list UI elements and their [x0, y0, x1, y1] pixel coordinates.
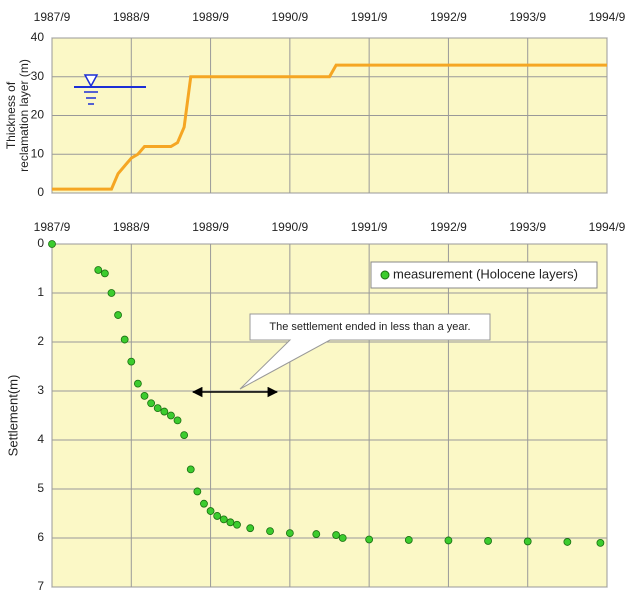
data-point — [186, 465, 195, 474]
water-level-symbol — [74, 74, 146, 105]
data-point — [246, 524, 255, 533]
y-tick-label: 5 — [37, 481, 44, 495]
x-tick-label: 1992/9 — [430, 220, 467, 234]
annotation: The settlement ended in less than a year… — [269, 321, 470, 333]
data-point — [596, 539, 605, 547]
data-point — [213, 512, 222, 520]
data-point — [266, 527, 274, 536]
y-axis-label: reclamation layer (m) — [17, 59, 31, 172]
data-point — [200, 499, 208, 508]
x-tick-label: 1991/9 — [351, 10, 388, 24]
x-tick-label: 1993/9 — [509, 220, 546, 234]
legend-box — [370, 261, 598, 289]
data-point — [167, 411, 175, 420]
data-point — [180, 431, 189, 440]
x-tick-label: 1987/9 — [34, 10, 71, 24]
y-tick-label: 40 — [31, 30, 45, 44]
data-point — [140, 391, 149, 400]
y-axis-label: Thickness of — [4, 81, 18, 149]
y-tick-label: 4 — [37, 432, 44, 446]
y-tick-label: 30 — [31, 69, 45, 83]
water-triangle — [83, 74, 99, 88]
data-point — [484, 537, 492, 545]
data-point — [193, 487, 202, 496]
data-point — [444, 536, 453, 545]
x-tick-label: 1989/9 — [192, 220, 229, 234]
x-tick-label: 1991/9 — [351, 220, 388, 234]
data-point — [127, 357, 136, 366]
data-point — [365, 535, 374, 544]
y-tick-label: 3 — [37, 383, 44, 397]
data-point — [153, 404, 162, 413]
y-tick-label: 6 — [37, 530, 44, 544]
data-point — [523, 537, 532, 546]
data-point — [147, 399, 156, 408]
data-point — [563, 538, 572, 546]
data-point — [219, 515, 228, 524]
data-point — [404, 536, 413, 544]
data-point — [107, 289, 116, 297]
data-point — [312, 530, 321, 538]
data-point — [206, 507, 215, 515]
x-tick-label: 1988/9 — [113, 220, 150, 234]
x-tick-label: 1990/9 — [272, 220, 309, 234]
x-tick-label: 1993/9 — [509, 10, 546, 24]
data-point — [226, 518, 235, 527]
x-tick-label: 1994/9 — [589, 10, 626, 24]
y-tick-label: 0 — [37, 236, 44, 250]
data-point — [120, 335, 129, 344]
y-tick-label: 20 — [31, 108, 45, 122]
x-tick-label: 1988/9 — [113, 10, 150, 24]
x-tick-label: 1989/9 — [192, 10, 229, 24]
x-tick-label: 1994/9 — [589, 220, 626, 234]
y-tick-label: 1 — [37, 285, 44, 299]
data-point — [160, 407, 169, 416]
y-tick-label: 2 — [37, 334, 44, 348]
data-point — [332, 531, 341, 539]
data-point — [233, 520, 241, 529]
data-point — [100, 269, 109, 278]
data-point — [48, 240, 56, 248]
data-point — [338, 534, 347, 542]
x-tick-label: 1992/9 — [430, 10, 467, 24]
legend-marker — [380, 270, 390, 280]
data-point — [133, 379, 142, 388]
y-tick-label: 7 — [37, 579, 44, 593]
data-point — [285, 529, 294, 537]
x-tick-label: 1990/9 — [272, 10, 309, 24]
legend-label: measurement (Holocene layers) — [393, 266, 578, 281]
y-tick-label: 10 — [31, 146, 45, 160]
plot-area — [51, 243, 608, 588]
y-axis-label: Settlement(m) — [5, 375, 20, 457]
data-point — [114, 311, 122, 319]
data-point — [173, 416, 182, 425]
data-point — [94, 266, 103, 274]
y-tick-label: 0 — [37, 185, 44, 199]
data-line — [52, 63, 607, 191]
callout-box — [239, 313, 491, 390]
x-tick-label: 1987/9 — [34, 220, 71, 234]
